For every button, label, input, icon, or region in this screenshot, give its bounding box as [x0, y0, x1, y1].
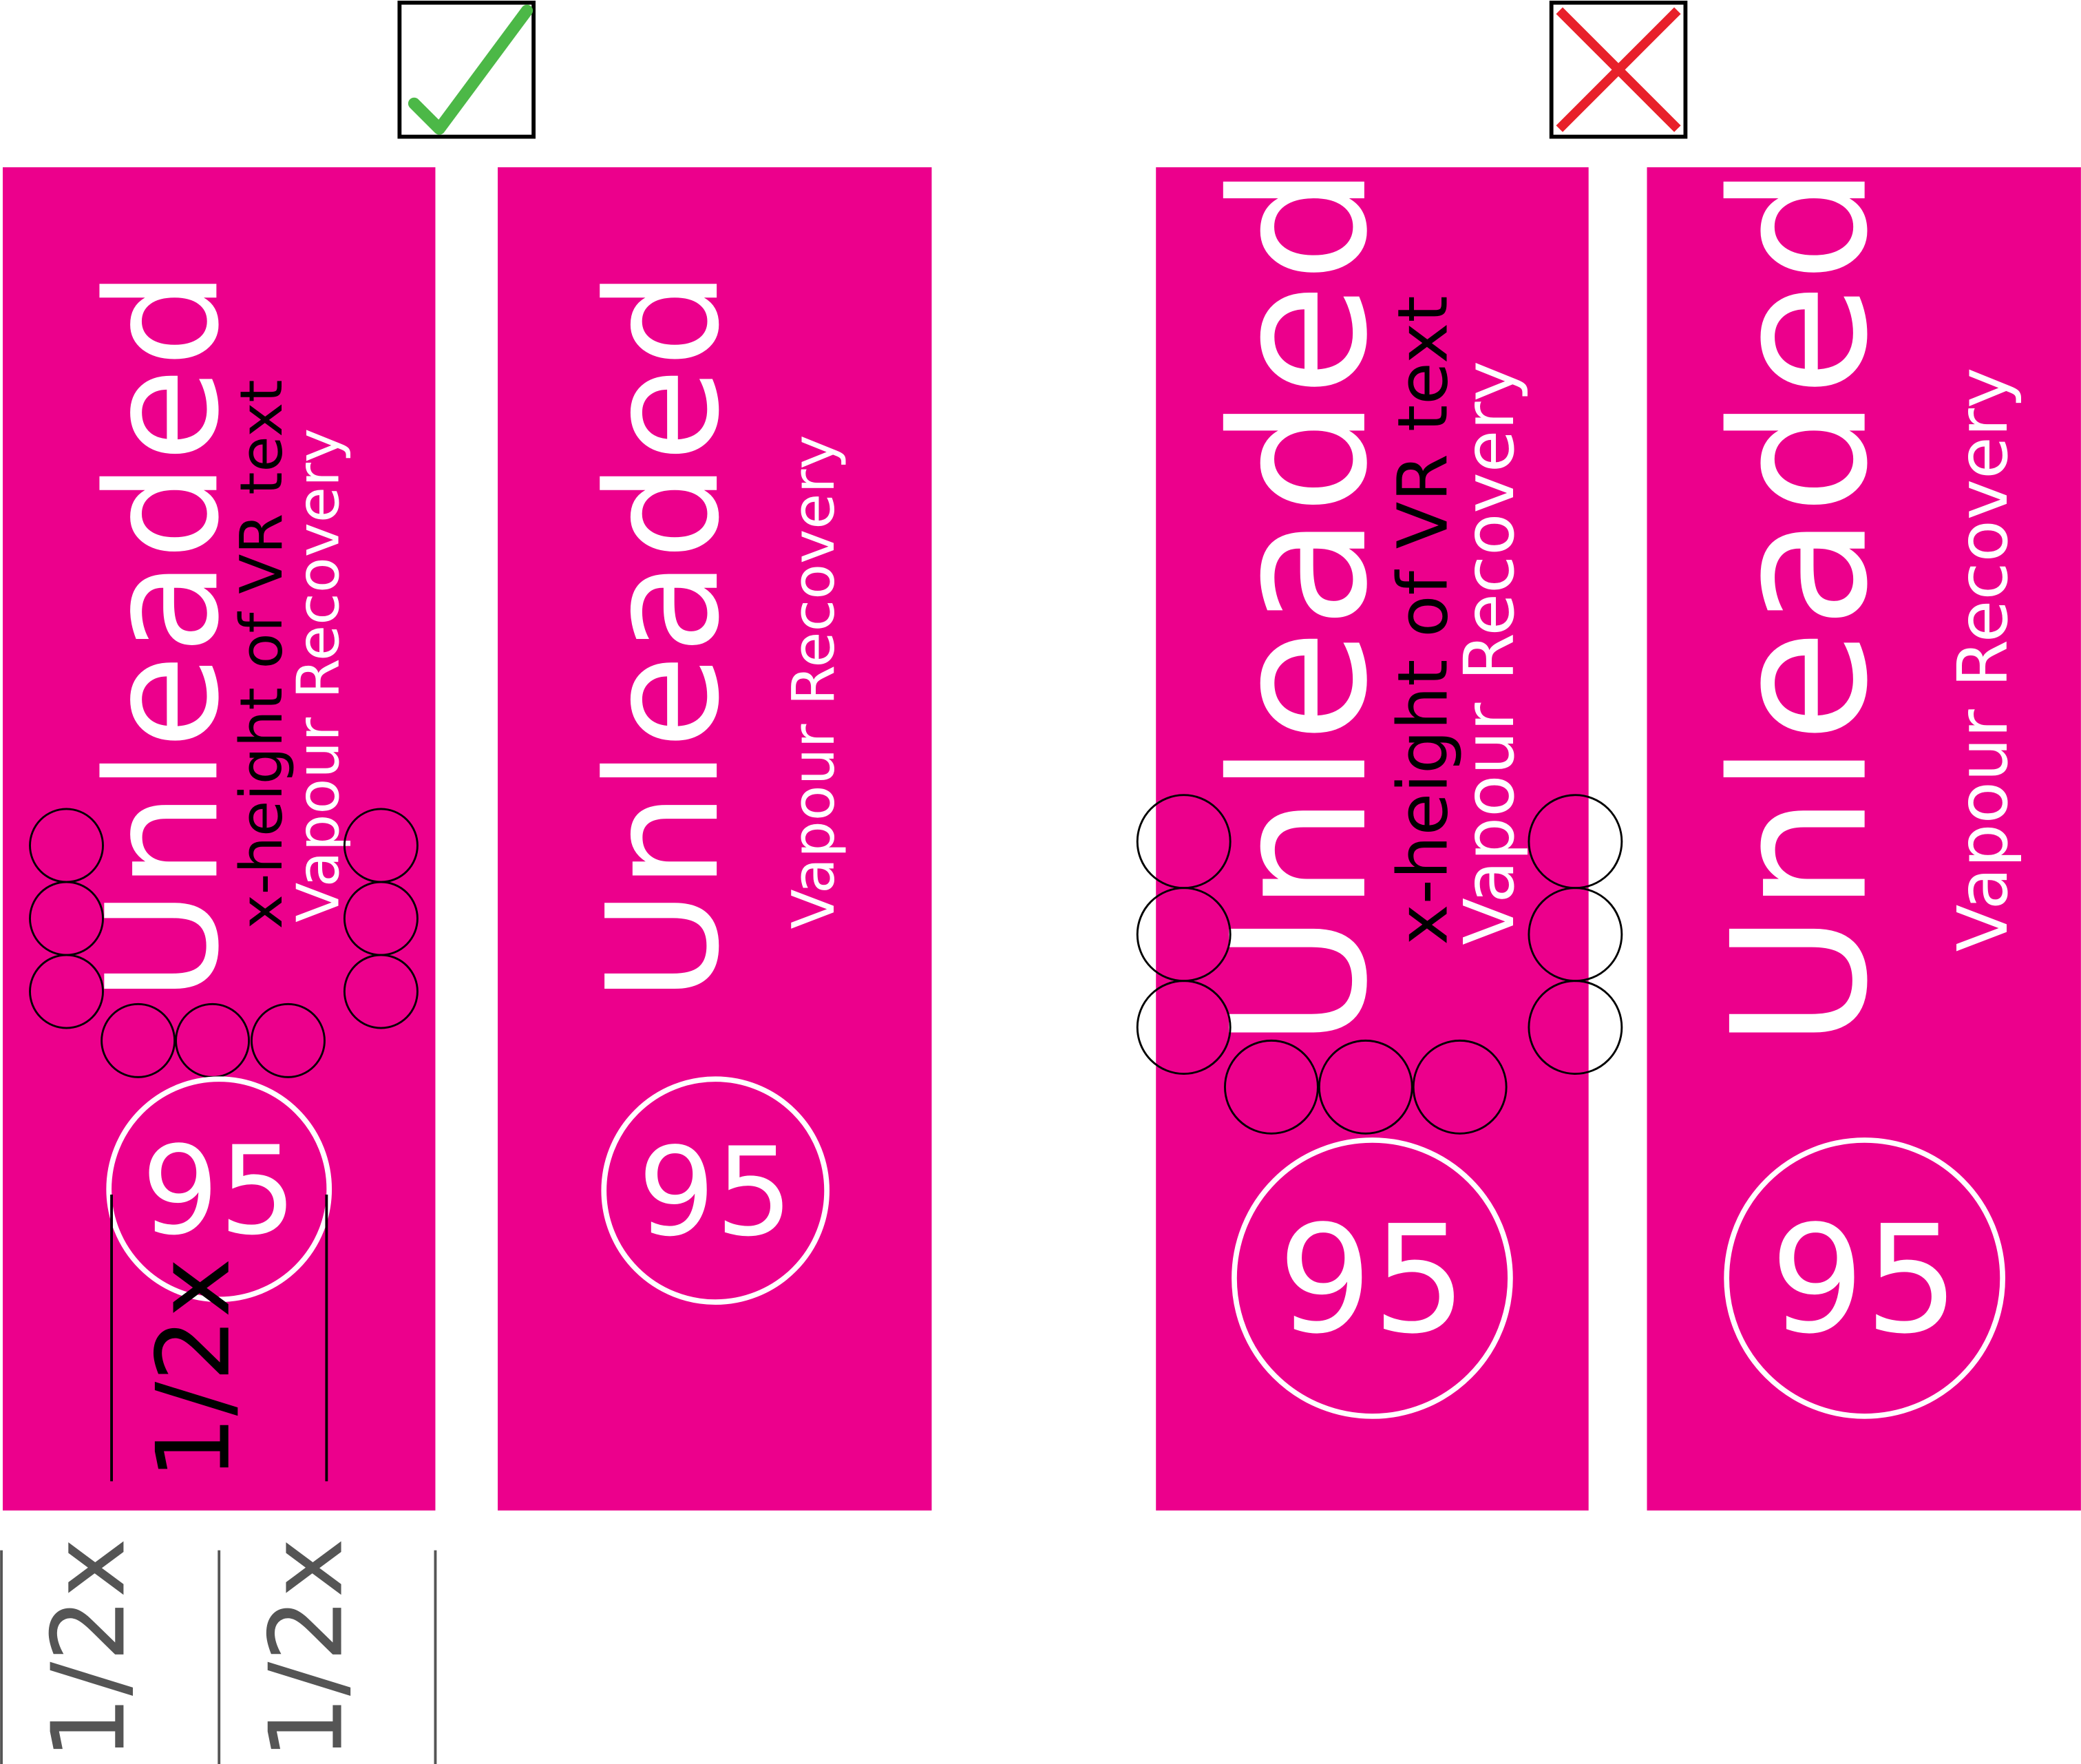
panel-incorrect-clean: Unleaded Vapour Recovery 95 [1647, 165, 2081, 1511]
fuel-name-text: Unleaded [1192, 165, 1408, 1049]
octane-number: 95 [141, 1120, 297, 1262]
correct-example-marker [397, 0, 536, 139]
spacing-circles [1136, 794, 1623, 1135]
spacing-circles [29, 808, 419, 1078]
vapour-recovery-text: Vapour Recovery [1943, 368, 2023, 952]
fuel-name-text: Unleaded [73, 270, 253, 1002]
incorrect-example-marker [1549, 0, 1688, 139]
octane-number: 95 [637, 1121, 793, 1263]
dimension-ruler: 1/2x 1/2x [0, 1538, 437, 1764]
fuel-name-text: Unleaded [1692, 165, 1909, 1049]
panel-incorrect-annotated: Unleaded Vapour Recovery x-height of VR … [1136, 165, 1623, 1511]
check-icon [408, 4, 534, 135]
vapour-recovery-text: Vapour Recovery [1449, 361, 1530, 945]
pump-label-panel [498, 167, 932, 1511]
fuel-name-text: Unleaded [573, 270, 753, 1002]
pump-label-panel [1156, 167, 1589, 1511]
correct-marker-box [397, 0, 536, 139]
half-x-guide-text: 1/2x [135, 1258, 253, 1480]
octane-ring [601, 1076, 830, 1305]
octane-ring [106, 1076, 332, 1303]
panel-correct-clean: Unleaded Vapour Recovery 95 [498, 167, 932, 1511]
incorrect-marker-box [1549, 0, 1688, 139]
cross-icon [1556, 7, 1681, 132]
octane-number: 95 [1278, 1194, 1467, 1367]
octane-number: 95 [1770, 1194, 1959, 1367]
octane-ring [1232, 1137, 1513, 1419]
octane-ring [1724, 1137, 2005, 1419]
ruler-half-x-right: 1/2x [248, 1538, 366, 1760]
guide-x-height-text: x-height of VR text [1382, 295, 1463, 945]
pump-label-panel [1647, 167, 2081, 1511]
panel-correct-annotated: Unleaded Vapour Recovery x-height of VR … [2, 167, 436, 1511]
pump-label-panel [2, 167, 436, 1511]
ruler-half-x-left: 1/2x [30, 1538, 147, 1760]
vapour-recovery-text: Vapour Recovery [285, 428, 353, 923]
vapour-recovery-text: Vapour Recovery [780, 434, 848, 929]
guide-x-height-text: x-height of VR text [228, 379, 296, 929]
